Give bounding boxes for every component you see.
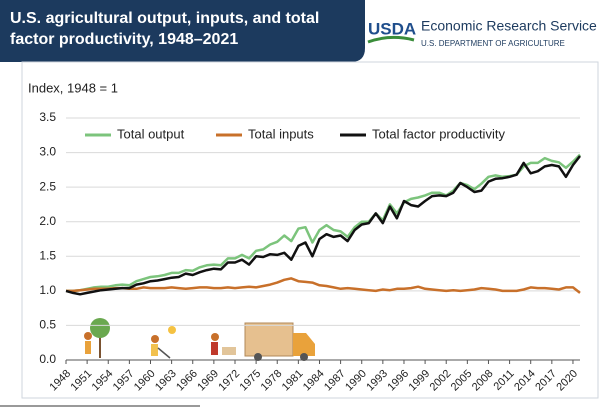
legend-label: Total inputs (248, 126, 314, 141)
x-tick-label: 2002 (428, 368, 454, 394)
x-tick-label: 1972 (216, 368, 242, 394)
y-tick-label: 0.5 (39, 318, 56, 332)
logo-mark: USDA (368, 19, 416, 38)
chart: USDA Economic Research Service U.S. DEPA… (0, 0, 600, 411)
y-tick-label: 0.0 (39, 352, 56, 366)
x-tick-label: 1987 (322, 368, 348, 394)
x-tick-label: 1957 (111, 368, 137, 394)
x-tick-label: 1999 (406, 368, 432, 394)
legend-label: Total factor productivity (372, 126, 505, 141)
y-tick-label: 1.5 (39, 248, 56, 262)
x-tick-label: 1963 (153, 368, 179, 394)
y-tick-label: 3.0 (39, 145, 56, 159)
x-tick-label: 2017 (533, 368, 559, 394)
x-tick-label: 1969 (195, 368, 221, 394)
x-tick-label: 2011 (492, 368, 517, 393)
x-tick-label: 1981 (280, 368, 306, 394)
x-tick-label: 1975 (237, 368, 263, 394)
y-tick-label: 2.5 (39, 179, 56, 193)
illustrations (84, 318, 315, 361)
x-tick-label: 1948 (47, 368, 73, 394)
legend-label: Total output (117, 126, 185, 141)
x-tick-label: 1966 (174, 368, 200, 394)
x-tick-label: 1990 (343, 368, 369, 394)
chart-title: U.S. agricultural output, inputs, and to… (10, 8, 340, 50)
x-tick-label: 2014 (512, 368, 538, 394)
x-tick-label: 1978 (259, 368, 285, 394)
line-series (66, 155, 580, 291)
x-tick-label: 2020 (554, 368, 580, 394)
x-tick-label: 1993 (364, 368, 390, 394)
x-tick-label: 1960 (132, 368, 158, 394)
x-tick-label: 1951 (69, 368, 95, 394)
y-tick-label: 1.0 (39, 283, 56, 297)
y-tick-label: 2.0 (39, 214, 56, 228)
page: {"chart_data": {"type": "line", "title":… (0, 0, 600, 411)
x-tick-label: 2005 (449, 368, 475, 394)
x-tick-label: 2008 (470, 368, 496, 394)
y-tick-label: 3.5 (39, 110, 56, 124)
x-tick-label: 1954 (90, 368, 116, 394)
x-tick-label: 1984 (301, 368, 327, 394)
x-tick-label: 1996 (385, 368, 411, 394)
y-axis-label: Index, 1948 = 1 (28, 80, 118, 95)
logo-department: U.S. DEPARTMENT OF AGRICULTURE (421, 39, 565, 48)
logo-agency: Economic Research Service (421, 18, 597, 34)
